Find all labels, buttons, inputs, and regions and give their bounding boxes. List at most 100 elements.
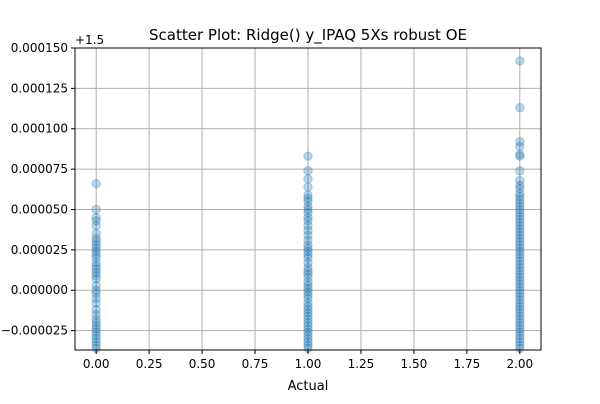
x-tick-label: 1.75 [454,357,481,371]
scatter-point [303,266,313,276]
scatter-point [515,321,525,331]
scatter-point [515,250,525,260]
scatter-point [91,298,101,308]
scatter-point [91,212,101,223]
y-tick-label: 0.000125 [11,81,68,95]
scatter-point [515,304,525,315]
y-tick-label: −0.000025 [1,324,68,338]
scatter-point [515,136,525,147]
x-tick-label: 0.50 [189,357,216,371]
scatter-point [515,208,525,218]
scatter-point [515,253,525,263]
scatter-point [515,262,525,273]
scatter-point [303,253,313,263]
scatter-point [91,327,101,337]
scatter-point [515,324,525,334]
scatter-point [303,304,313,315]
scatter-point [303,333,313,344]
scatter-point [91,237,101,247]
scatter-point [515,311,525,321]
y-tick-label: 0.000025 [11,243,68,257]
scatter-point [515,103,525,113]
scatter-point [515,183,525,194]
scatter-point [515,230,525,241]
x-tick-label: 2.00 [506,357,533,371]
scatter-point [91,216,101,226]
scatter-point [303,246,313,257]
scatter-point [303,258,313,268]
scatter-point [515,340,525,350]
scatter-point [91,178,101,189]
scatter-point [91,220,101,231]
scatter-point [515,214,525,224]
scatter-point [91,243,101,253]
scatter-point [303,212,313,223]
scatter-point [515,243,525,253]
scatter-point [515,191,525,202]
scatter-point [303,243,313,253]
scatter-point [303,240,313,250]
scatter-point [515,288,525,299]
scatter-point [515,220,525,231]
scatter-point [515,314,525,325]
scatter-point [515,301,525,312]
ticks-layer: 0.00 0.25 0.50 0.75 1.00 1.25 1.50 1.75 2.00 −0.0… [1,41,533,371]
scatter-point [515,259,525,270]
scatter-point [91,324,101,334]
scatter-point [515,333,525,344]
scatter-point [91,280,101,291]
scatter-point [303,235,313,245]
scatter-point [515,204,525,215]
scatter-point [303,280,313,291]
scatter-point [303,290,313,300]
scatter-point [91,314,101,325]
scatter-point [515,308,525,318]
scatter-point [303,196,313,207]
scatter-point [303,204,313,215]
scatter-point [515,272,525,283]
scatter-point [91,250,101,260]
scatter-point [515,227,525,237]
scatter-point [91,204,101,215]
scatter-point [515,282,525,292]
y-offset-label: +1.5 [75,33,104,47]
scatter-point [515,211,525,221]
scatter-point [303,272,313,283]
scatter-point [303,250,313,260]
scatter-point [515,285,525,295]
scatter-point [91,233,101,244]
scatter-point [91,333,101,344]
scatter-point [91,285,101,295]
scatter-point [303,182,313,192]
x-axis-label: Actual [288,379,329,394]
scatter-point [303,225,313,236]
scatter-point [303,324,313,334]
scatter-point [303,311,313,321]
x-tick-label: 0.75 [242,357,269,371]
scatter-point [515,151,525,161]
scatter-point [515,180,525,190]
y-tick-label: 0.000050 [11,202,68,216]
scatter-point [91,337,101,347]
scatter-point [91,304,101,315]
x-tick-label: 0.25 [136,357,163,371]
scatter-point [515,217,525,228]
scatter-point [91,309,101,320]
scatter-point [515,298,525,308]
scatter-point [91,340,101,350]
scatter-point [303,220,313,231]
scatter-point [515,224,525,234]
x-tick-label: 1.00 [295,357,322,371]
scatter-point [303,262,313,273]
scatter-point [303,298,313,308]
scatter-point [515,246,525,257]
scatter-point [515,166,525,176]
scatter-point [303,277,313,287]
scatter-point [303,216,313,226]
scatter-point [515,149,525,160]
scatter-point [515,337,525,347]
scatter-point [303,166,313,176]
scatter-point [303,287,313,297]
scatter-point [303,337,313,347]
